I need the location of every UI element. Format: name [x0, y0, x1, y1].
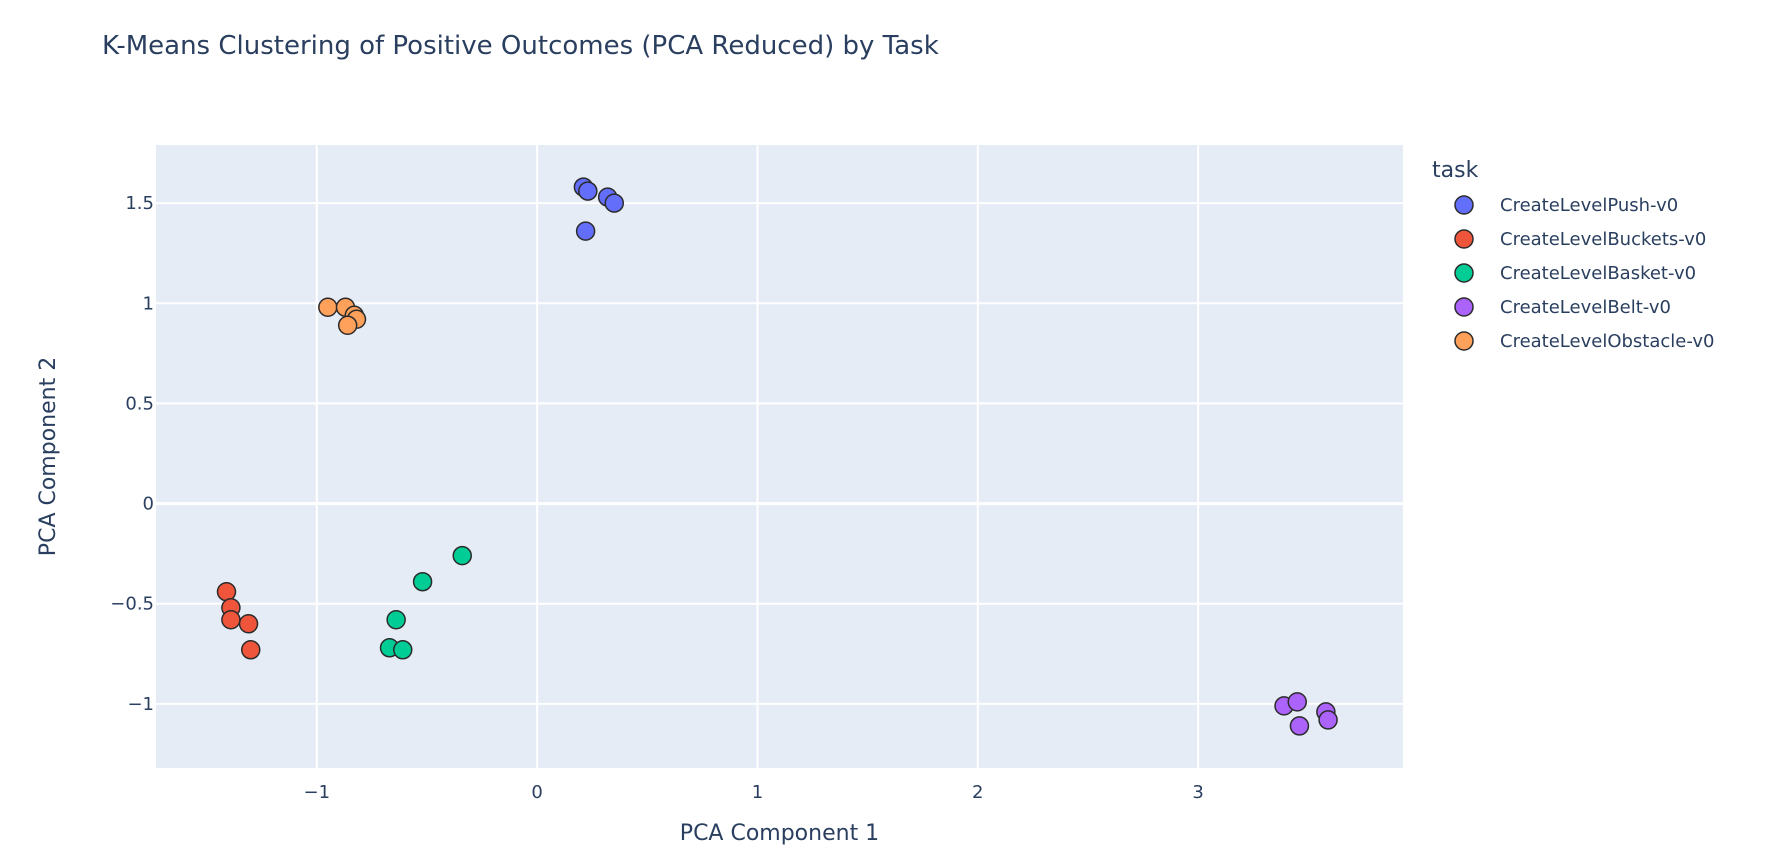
legend-marker: [1454, 331, 1474, 351]
data-point[interactable]: [1287, 692, 1307, 712]
x-tick-label: 2: [972, 782, 983, 803]
data-point[interactable]: [240, 640, 261, 660]
legend-item[interactable]: CreateLevelBuckets-v0: [1454, 229, 1706, 250]
legend-item[interactable]: CreateLevelBasket-v0: [1454, 263, 1696, 284]
legend-label: CreateLevelBuckets-v0: [1500, 229, 1706, 250]
data-point[interactable]: [1318, 710, 1338, 730]
legend-label: CreateLevelBasket-v0: [1500, 263, 1696, 284]
data-point[interactable]: [221, 610, 241, 630]
axis-ticks: −1 0 1 2 3 −1 −0.5 0 0.5 1 1.5: [110, 193, 1204, 803]
chart-title: K-Means Clustering of Positive Outcomes …: [102, 31, 939, 61]
y-tick-label: 0: [143, 494, 154, 515]
y-axis-title: PCA Component 2: [36, 357, 61, 556]
data-point[interactable]: [1289, 716, 1310, 736]
y-tick-label: 0.5: [125, 393, 154, 414]
legend-label: CreateLevelPush-v0: [1500, 195, 1678, 216]
y-tick-label: 1: [143, 293, 154, 314]
data-point[interactable]: [337, 315, 358, 336]
legend-item[interactable]: CreateLevelObstacle-v0: [1454, 331, 1714, 352]
plot-area: [156, 145, 1403, 768]
x-axis-title: PCA Component 1: [680, 821, 879, 846]
x-tick-label: 1: [752, 782, 763, 803]
y-tick-label: 1.5: [125, 193, 154, 214]
legend[interactable]: task CreateLevelPush-v0 CreateLevelBucket…: [1432, 158, 1714, 352]
legend-label: CreateLevelObstacle-v0: [1500, 331, 1714, 352]
legend-marker: [1454, 195, 1474, 215]
data-point[interactable]: [238, 614, 259, 634]
data-point[interactable]: [578, 181, 598, 201]
data-point[interactable]: [452, 545, 472, 566]
data-point[interactable]: [318, 297, 338, 318]
legend-label: CreateLevelBelt-v0: [1500, 297, 1671, 318]
y-tick-label: −1: [127, 694, 154, 715]
y-tick-label: −0.5: [110, 594, 154, 615]
legend-marker: [1454, 263, 1474, 283]
data-point[interactable]: [412, 571, 433, 592]
data-point[interactable]: [604, 193, 625, 213]
legend-marker: [1454, 229, 1474, 249]
legend-item[interactable]: CreateLevelPush-v0: [1454, 195, 1678, 216]
data-point[interactable]: [216, 581, 237, 602]
x-tick-label: 0: [531, 782, 542, 803]
x-tick-label: −1: [304, 782, 331, 803]
data-points: [216, 177, 1338, 736]
data-point[interactable]: [386, 610, 406, 630]
legend-item[interactable]: CreateLevelBelt-v0: [1454, 297, 1671, 318]
data-point[interactable]: [393, 640, 413, 660]
grid-lines: [156, 145, 1403, 768]
legend-title: task: [1432, 158, 1479, 183]
x-tick-label: 3: [1192, 782, 1203, 803]
data-point[interactable]: [575, 221, 596, 241]
legend-marker: [1454, 297, 1474, 317]
